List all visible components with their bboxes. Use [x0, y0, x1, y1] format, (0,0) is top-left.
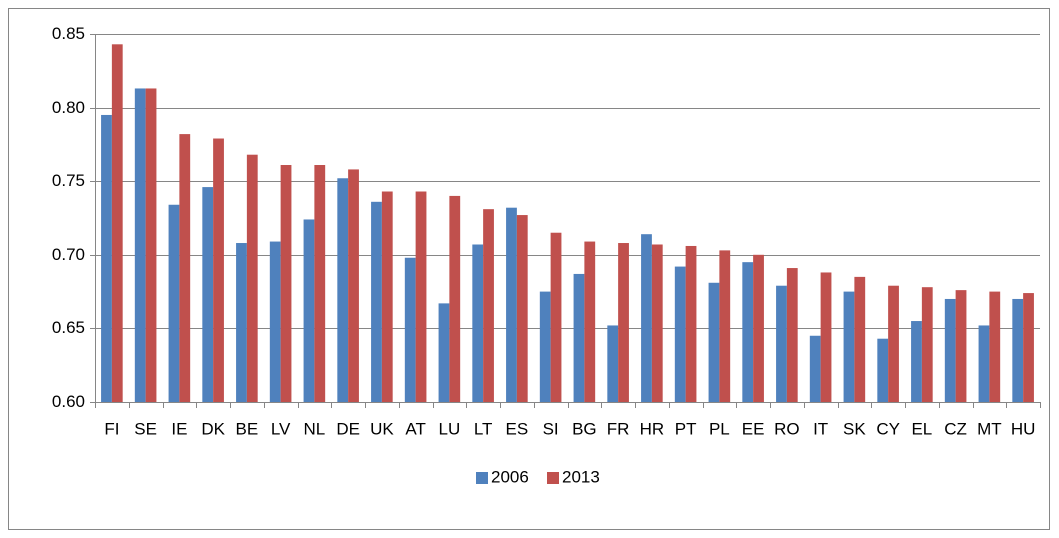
bar — [607, 325, 619, 402]
x-tick-label: PT — [675, 419, 697, 438]
bar — [911, 321, 922, 402]
bar — [111, 44, 123, 402]
bar — [145, 88, 157, 403]
x-tick-label: LT — [474, 419, 493, 438]
bar — [978, 325, 990, 402]
bar — [955, 290, 967, 402]
bar — [708, 282, 720, 402]
bar — [742, 262, 754, 402]
x-tick-label: HR — [640, 419, 665, 438]
bar — [584, 241, 596, 402]
bar — [944, 298, 956, 402]
x-tick-label: LU — [439, 419, 461, 438]
x-tick-label: BG — [572, 419, 597, 438]
bar — [472, 244, 484, 402]
bar — [685, 245, 697, 402]
bar — [550, 232, 562, 402]
y-tick-label: 0.75 — [52, 171, 85, 190]
bar — [888, 285, 899, 402]
y-tick-label: 0.70 — [52, 245, 85, 264]
bar — [236, 243, 247, 402]
x-tick-label: RO — [774, 419, 800, 438]
x-tick-label: SE — [134, 419, 157, 438]
bar — [618, 243, 629, 402]
bar — [1012, 298, 1024, 402]
bar — [101, 114, 112, 403]
bar — [786, 268, 798, 402]
x-tick-label: PL — [709, 419, 730, 438]
bar — [539, 291, 551, 402]
bar — [641, 234, 652, 402]
bar — [674, 266, 686, 402]
x-tick-label: NL — [304, 419, 326, 438]
bar — [921, 287, 933, 402]
x-tick-label: EE — [742, 419, 765, 438]
x-tick-label: IE — [171, 419, 187, 438]
legend-swatch — [476, 472, 488, 484]
bar — [820, 272, 832, 402]
x-tick-label: HU — [1011, 419, 1036, 438]
bar — [280, 165, 292, 402]
bar — [989, 291, 1001, 402]
legend-label: 2006 — [491, 467, 529, 486]
x-tick-label: DE — [336, 419, 360, 438]
x-tick-label: ES — [506, 419, 529, 438]
bar — [854, 276, 866, 402]
bar — [438, 303, 450, 402]
bar — [134, 88, 146, 403]
x-tick-label: FI — [104, 419, 119, 438]
bar — [168, 204, 180, 402]
bar — [843, 291, 855, 402]
bar — [202, 187, 214, 402]
bar — [809, 335, 821, 402]
bar — [449, 195, 461, 402]
x-tick-label: AT — [405, 419, 425, 438]
x-tick-label: EL — [911, 419, 932, 438]
x-tick-label: MT — [977, 419, 1002, 438]
bar — [651, 244, 663, 402]
x-tick-label: CZ — [944, 419, 967, 438]
bar — [1023, 293, 1034, 402]
bar — [381, 191, 393, 402]
bar — [776, 285, 787, 402]
bar — [213, 138, 224, 402]
x-tick-label: FR — [607, 419, 630, 438]
bar — [269, 241, 281, 402]
bar — [415, 191, 427, 402]
x-tick-label: CY — [876, 419, 900, 438]
y-tick-label: 0.80 — [52, 98, 85, 117]
legend-label: 2013 — [562, 467, 600, 486]
bar — [371, 201, 382, 402]
chart-border — [8, 8, 1050, 530]
y-tick-label: 0.60 — [52, 392, 85, 411]
y-tick-label: 0.65 — [52, 318, 85, 337]
bar — [337, 178, 349, 402]
bar — [573, 273, 585, 402]
bar — [404, 257, 416, 402]
bar — [516, 215, 528, 402]
y-tick-label: 0.85 — [52, 24, 85, 43]
x-tick-label: BE — [236, 419, 259, 438]
bar — [753, 254, 764, 402]
bar — [483, 209, 494, 402]
x-tick-label: SK — [843, 419, 866, 438]
x-tick-label: UK — [370, 419, 394, 438]
x-tick-label: LV — [271, 419, 291, 438]
bar — [246, 154, 258, 402]
bar — [179, 134, 191, 402]
bar — [719, 250, 731, 402]
bar — [506, 207, 517, 402]
bar — [303, 219, 315, 402]
x-tick-label: SI — [543, 419, 559, 438]
legend-swatch — [547, 472, 559, 484]
x-tick-label: DK — [201, 419, 225, 438]
bar — [348, 169, 359, 402]
bar — [314, 165, 326, 402]
x-tick-label: IT — [813, 419, 828, 438]
bar — [877, 338, 889, 402]
